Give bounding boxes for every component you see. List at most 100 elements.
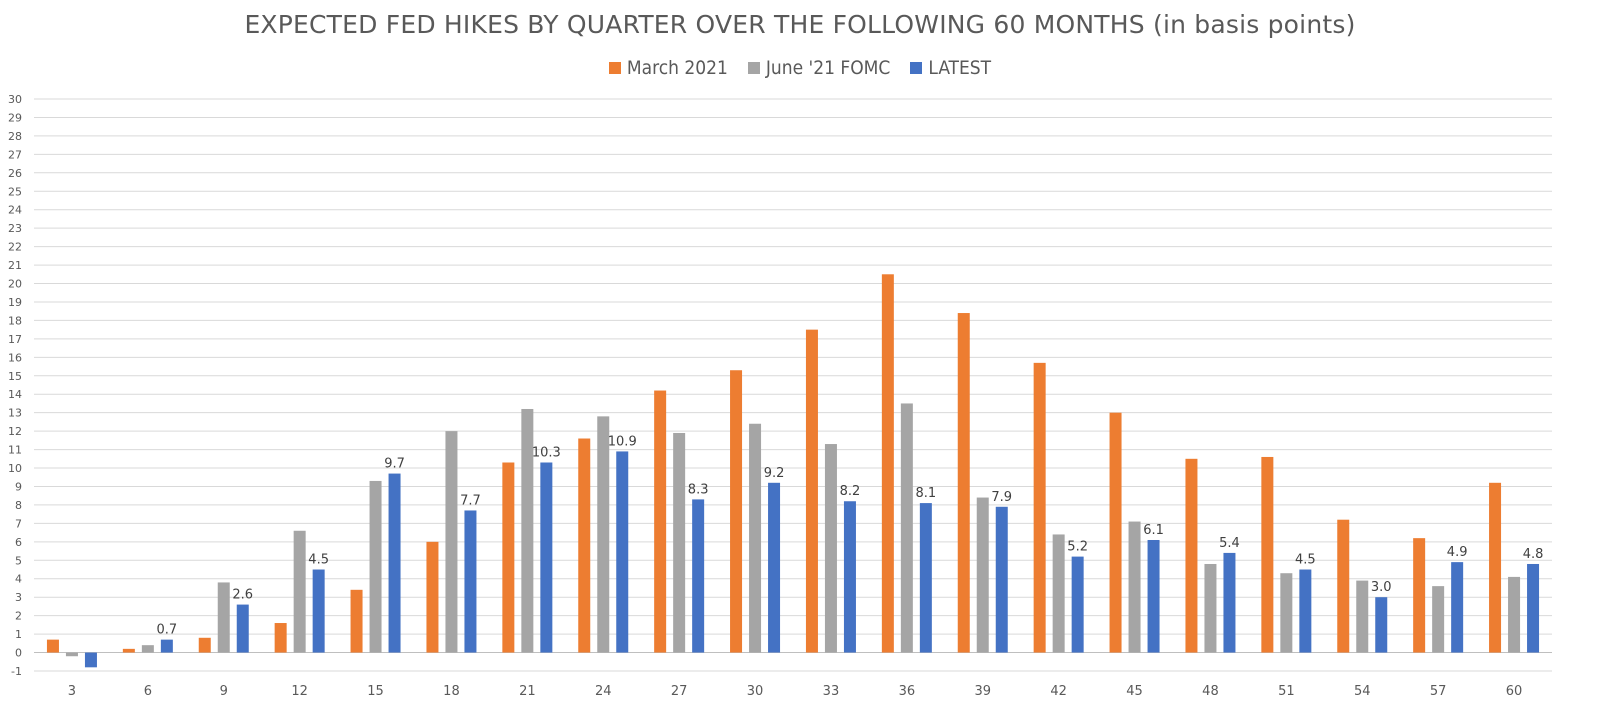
y-tick-label: 27 (8, 148, 22, 161)
bar-june-21-fomc-51 (1280, 573, 1293, 653)
bar-latest-21 (540, 462, 553, 653)
bar-latest-18 (464, 510, 477, 653)
bar-june-21-fomc-33 (824, 444, 837, 653)
bar-june-21-fomc-12 (293, 530, 306, 653)
bar-latest-12 (312, 569, 325, 653)
bar-june-21-fomc-60 (1508, 576, 1521, 653)
y-tick-label: 11 (8, 444, 22, 457)
tick-layer: -101234567891011121314151617181920212223… (8, 93, 1522, 699)
data-label-21: 10.3 (532, 445, 561, 460)
data-label-54: 3.0 (1371, 580, 1392, 595)
x-tick-label: 42 (1050, 684, 1067, 699)
bar-june-21-fomc-18 (445, 431, 458, 653)
x-tick-label: 30 (747, 684, 764, 699)
y-tick-label: 28 (8, 130, 22, 143)
bar-march-2021-12 (274, 623, 287, 653)
bar-march-2021-60 (1489, 482, 1502, 653)
y-tick-label: 4 (15, 573, 22, 586)
y-tick-label: 8 (15, 499, 22, 512)
bar-june-21-fomc-54 (1356, 580, 1369, 653)
x-tick-label: 12 (291, 684, 308, 699)
legend-label-latest: LATEST (928, 57, 992, 79)
bar-june-21-fomc-15 (369, 480, 382, 653)
y-tick-label: 14 (8, 388, 22, 401)
y-tick-label: 24 (8, 204, 22, 217)
legend-item-march-2021: March 2021 (608, 57, 728, 79)
y-tick-label: 30 (8, 93, 22, 106)
y-tick-label: 9 (15, 480, 22, 493)
bar-june-21-fomc-36 (900, 403, 913, 653)
data-label-30: 9.2 (764, 466, 785, 481)
y-tick-label: 13 (8, 407, 22, 420)
bar-june-21-fomc-24 (597, 416, 610, 653)
x-tick-label: 33 (823, 684, 840, 699)
bar-latest-42 (1071, 556, 1084, 653)
data-label-51: 4.5 (1295, 553, 1316, 568)
bar-june-21-fomc-45 (1128, 521, 1141, 653)
y-tick-label: 25 (8, 185, 22, 198)
y-tick-label: 17 (8, 333, 22, 346)
bar-march-2021-24 (578, 438, 591, 653)
bar-latest-57 (1451, 562, 1464, 653)
bar-latest-54 (1375, 597, 1388, 653)
data-label-42: 5.2 (1067, 540, 1088, 555)
bar-latest-36 (919, 503, 932, 653)
bar-march-2021-9 (198, 637, 211, 653)
bar-march-2021-42 (1033, 362, 1046, 653)
data-label-24: 10.9 (608, 434, 637, 449)
legend: March 2021 June '21 FOMC LATEST (0, 57, 1600, 79)
bar-march-2021-45 (1109, 412, 1122, 653)
bar-march-2021-39 (957, 313, 970, 653)
y-tick-label: 22 (8, 241, 22, 254)
data-label-12: 4.5 (308, 553, 329, 568)
y-tick-label: 0 (15, 647, 22, 660)
x-tick-label: 57 (1430, 684, 1447, 699)
y-tick-label: 29 (8, 111, 22, 124)
bar-march-2021-21 (502, 462, 515, 653)
bar-latest-15 (388, 473, 401, 653)
x-tick-label: 21 (519, 684, 536, 699)
data-label-48: 5.4 (1219, 536, 1240, 551)
bar-march-2021-57 (1413, 538, 1426, 653)
bar-latest-9 (236, 604, 249, 653)
x-tick-label: 15 (367, 684, 384, 699)
data-label-45: 6.1 (1143, 523, 1164, 538)
y-tick-label: 16 (8, 351, 22, 364)
legend-label-march-2021: March 2021 (626, 57, 728, 79)
bar-march-2021-15 (350, 589, 363, 653)
y-tick-label: -1 (11, 665, 22, 678)
chart-title: EXPECTED FED HIKES BY QUARTER OVER THE F… (244, 10, 1356, 39)
data-label-layer: 0.7 2.6 4.5 9.7 7.7 10.3 10.9 8.3 9.2 8.2 8.1 7.9 5.… (157, 434, 1544, 637)
bar-latest-45 (1147, 539, 1160, 653)
bar-latest-6 (160, 639, 173, 653)
y-tick-label: 18 (8, 314, 22, 327)
legend-swatch-latest (910, 62, 923, 74)
legend-swatch-march-2021 (608, 62, 621, 74)
bar-march-2021-30 (730, 370, 743, 653)
bar-march-2021-48 (1185, 458, 1198, 653)
bar-june-21-fomc-27 (673, 432, 686, 653)
y-tick-label: 23 (8, 222, 22, 235)
data-label-6: 0.7 (157, 623, 178, 638)
y-tick-label: 3 (15, 591, 22, 604)
y-tick-label: 15 (8, 370, 22, 383)
y-tick-label: 6 (15, 536, 22, 549)
data-label-57: 4.9 (1447, 545, 1468, 560)
x-tick-label: 36 (899, 684, 916, 699)
bar-march-2021-6 (122, 648, 135, 653)
y-tick-label: 7 (15, 517, 22, 530)
bar-latest-39 (995, 506, 1008, 653)
bar-march-2021-3 (46, 639, 59, 653)
x-tick-label: 39 (974, 684, 991, 699)
bar-june-21-fomc-57 (1432, 586, 1445, 653)
x-tick-label: 3 (68, 684, 76, 699)
x-tick-label: 48 (1202, 684, 1219, 699)
data-label-33: 8.2 (840, 484, 861, 499)
y-tick-label: 5 (15, 554, 22, 567)
data-label-60: 4.8 (1523, 547, 1544, 562)
x-tick-label: 60 (1506, 684, 1523, 699)
legend-swatch-june-fomc (747, 62, 760, 74)
x-tick-label: 45 (1126, 684, 1143, 699)
